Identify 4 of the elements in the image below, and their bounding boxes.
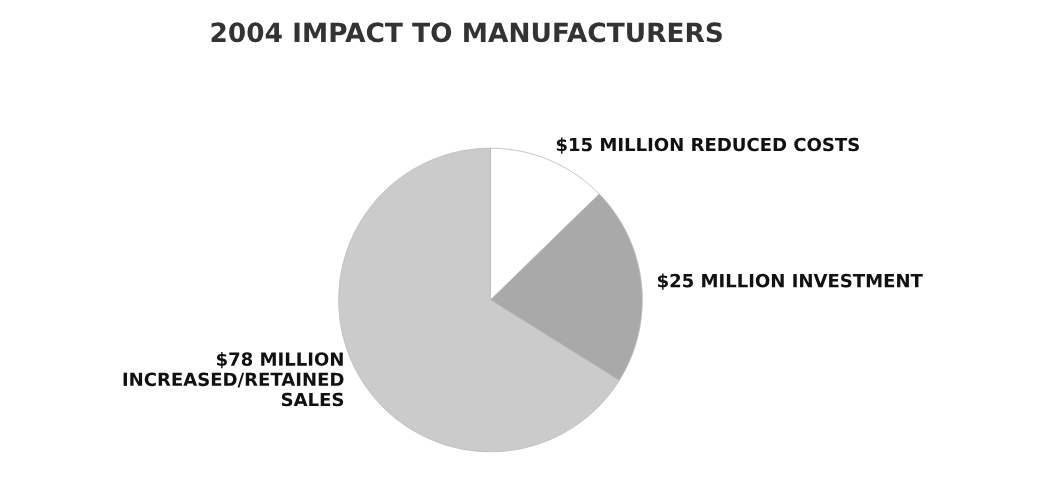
chart-title: 2004 IMPACT TO MANUFACTURERS [211, 22, 722, 43]
slice-label: $25 MILLION INVESTMENT [657, 273, 923, 290]
slice-label: $15 MILLION REDUCED COSTS [556, 137, 859, 154]
slice-label: $78 MILLION INCREASED/RETAINED SALES [123, 351, 344, 407]
